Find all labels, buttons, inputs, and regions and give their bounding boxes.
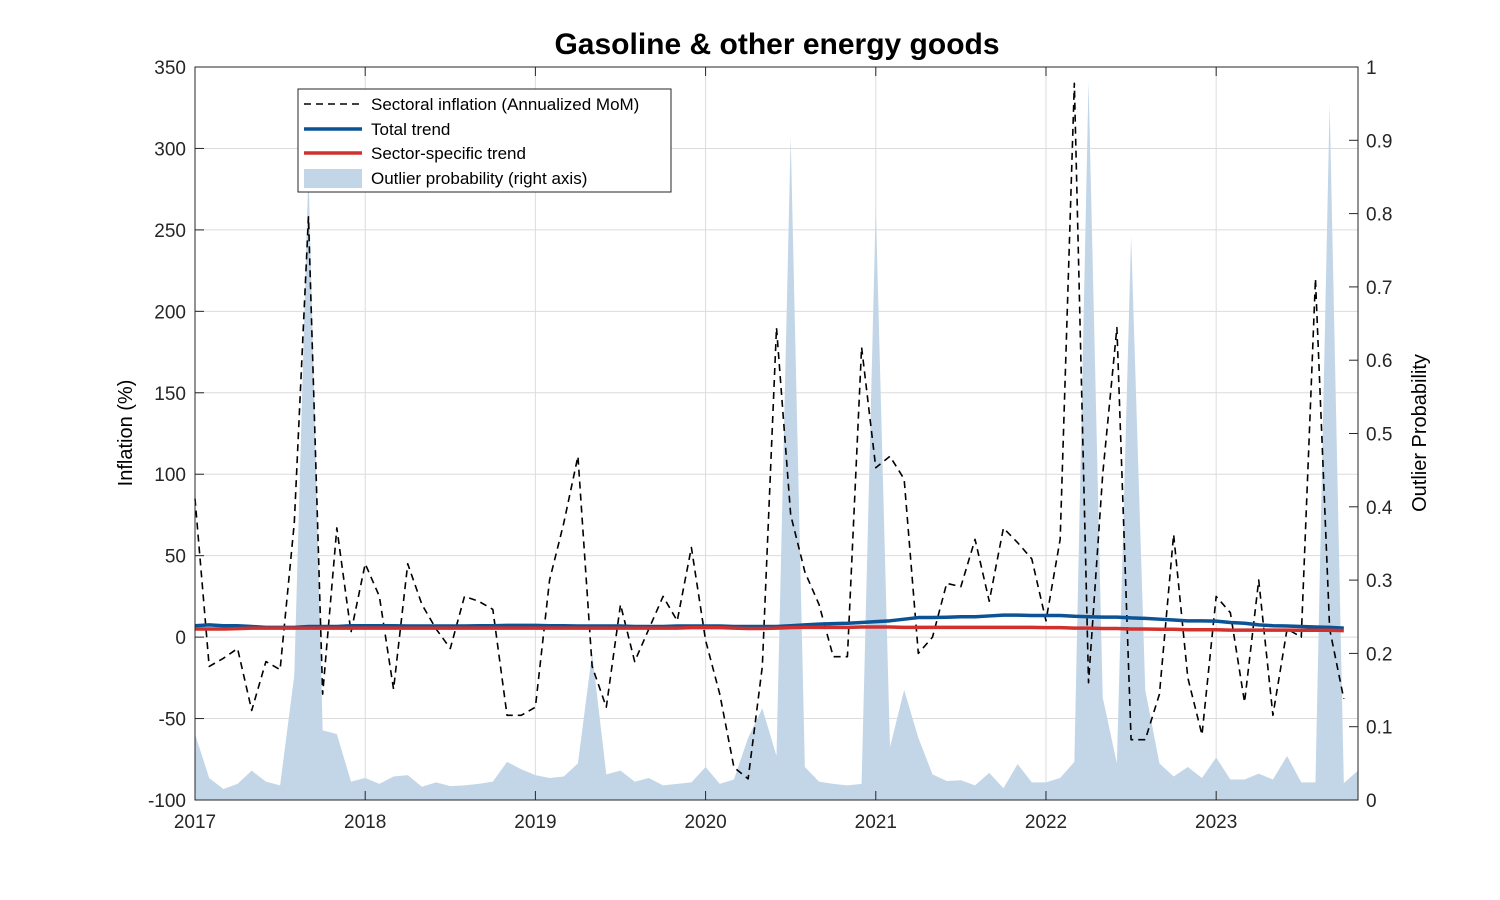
outlier-probability-area bbox=[195, 81, 1359, 800]
y2-tick-label: 0.9 bbox=[1366, 131, 1392, 152]
legend-label-sector-trend: Sector-specific trend bbox=[371, 144, 526, 163]
y-tick-label: 0 bbox=[175, 628, 186, 649]
y2-tick-label: 0 bbox=[1366, 791, 1377, 812]
x-tick-label: 2018 bbox=[344, 812, 386, 833]
y2-tick-label: 0.7 bbox=[1366, 278, 1392, 299]
legend-label-total-trend: Total trend bbox=[371, 120, 450, 139]
y2-tick-label: 0.5 bbox=[1366, 425, 1392, 446]
chart-title: Gasoline & other energy goods bbox=[554, 28, 999, 61]
legend: Sectoral inflation (Annualized MoM) Tota… bbox=[297, 88, 672, 193]
y-tick-label: -50 bbox=[159, 710, 186, 731]
y-tick-label: -100 bbox=[148, 791, 186, 812]
outlier-area-layer bbox=[195, 81, 1359, 800]
y-tick-label: 50 bbox=[165, 547, 186, 568]
y-tick-label: 250 bbox=[154, 221, 186, 242]
line-layer bbox=[194, 82, 1345, 780]
y-tick-label: 100 bbox=[154, 465, 186, 486]
y2-axis-label: Outlier Probability bbox=[1409, 354, 1431, 512]
legend-label-outlier: Outlier probability (right axis) bbox=[371, 169, 587, 188]
y2-tick-label: 1 bbox=[1366, 58, 1377, 79]
x-tick-label: 2019 bbox=[514, 812, 556, 833]
y-tick-label: 350 bbox=[154, 58, 186, 79]
y-tick-label: 200 bbox=[154, 302, 186, 323]
sectoral-inflation-line bbox=[194, 82, 1345, 780]
x-tick-label: 2020 bbox=[684, 812, 726, 833]
y2-tick-label: 0.3 bbox=[1366, 571, 1392, 592]
y2-tick-label: 0.4 bbox=[1366, 498, 1393, 519]
legend-swatch-outlier bbox=[304, 169, 362, 188]
sector-specific-trend-line bbox=[195, 625, 1344, 633]
y-tick-label: 150 bbox=[154, 384, 186, 405]
legend-label-sectoral: Sectoral inflation (Annualized MoM) bbox=[371, 95, 639, 114]
x-tick-label: 2022 bbox=[1025, 812, 1067, 833]
y2-tick-label: 0.1 bbox=[1366, 718, 1392, 739]
total-trend-line bbox=[194, 613, 1344, 630]
x-tick-label: 2021 bbox=[855, 812, 897, 833]
tick-labels: 2017 2018 2019 2020 2021 2022 2023-100-5005010… bbox=[148, 58, 1393, 833]
x-tick-label: 2023 bbox=[1195, 812, 1237, 833]
y2-tick-label: 0.8 bbox=[1366, 205, 1392, 226]
y2-tick-label: 0.6 bbox=[1366, 351, 1392, 372]
y-axis-label: Inflation (%) bbox=[115, 380, 137, 487]
tick-marks bbox=[194, 66, 1358, 801]
y-tick-label: 300 bbox=[154, 139, 186, 160]
x-tick-label: 2017 bbox=[174, 812, 216, 833]
y2-tick-label: 0.2 bbox=[1366, 644, 1392, 665]
